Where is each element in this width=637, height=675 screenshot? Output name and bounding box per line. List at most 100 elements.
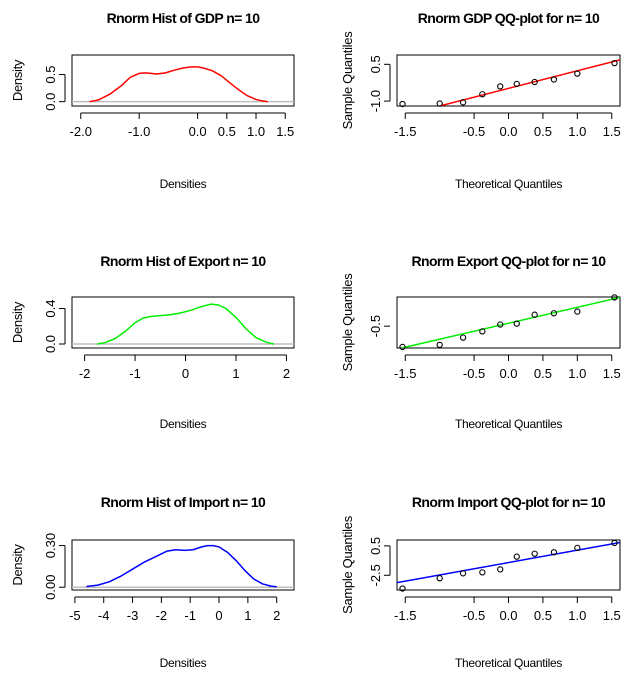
import-qq-data-point (513, 553, 520, 560)
import-qq-x-tick-label: -1.5 (394, 608, 416, 623)
gdp-qq-data-point (550, 76, 558, 83)
import-hist-plot-frame (71, 539, 295, 591)
import-qq-x-tick-label: 0.5 (534, 608, 552, 623)
export-qq-x-tick-label: -1.5 (394, 366, 416, 381)
import-qq-qq-line (397, 541, 620, 584)
export-qq-data-point (550, 310, 558, 317)
export-qq-data-point (497, 321, 504, 328)
gdp-qq-data-point (513, 80, 520, 88)
gdp-qq-x-tick-label: 0.5 (534, 124, 552, 139)
import-hist-x-tick-label: -3 (127, 608, 139, 623)
import-hist-y-tick-label: 0.00 (43, 575, 58, 600)
import-hist-x-tick-label: 0 (215, 608, 222, 623)
export-qq-x-tick-label: 0.0 (499, 366, 517, 381)
export-qq-data-point (574, 308, 581, 315)
gdp-qq-x-label: Theoretical Quantiles (455, 177, 562, 191)
gdp-qq-x-tick-label: -0.5 (463, 124, 485, 139)
gdp-qq-data-point (611, 59, 618, 67)
export-qq-x-tick-label: -0.5 (463, 366, 485, 381)
import-qq-x-tick-label: -0.5 (463, 608, 485, 623)
export-qq-data-point (479, 328, 486, 335)
import-qq-x-label: Theoretical Quantiles (455, 656, 562, 670)
gdp-hist-x-tick-label: -1.0 (128, 124, 150, 139)
export-qq-plot-frame (396, 296, 621, 349)
import-qq-data-point (550, 549, 558, 556)
import-qq-data-point (611, 539, 618, 547)
gdp-qq-x-tick-label: -1.5 (394, 124, 416, 139)
import-qq-data-point (497, 566, 504, 573)
gdp-qq-y-tick-label: -1.0 (368, 90, 383, 112)
gdp-qq-x-tick-label: 1.0 (568, 124, 586, 139)
import-qq-x-tick-label: 0.0 (499, 608, 517, 623)
import-qq-data-point (574, 544, 581, 551)
import-qq-title: Rnorm Import QQ-plot for n= 10 (412, 494, 606, 510)
export-hist-y-tick-label: 0.4 (43, 299, 58, 317)
export-hist-density-curve (97, 303, 274, 345)
import-hist-x-tick-label: 2 (273, 608, 280, 623)
export-hist-x-tick-label: -2 (79, 366, 91, 381)
import-qq-data-point (399, 585, 406, 592)
gdp-qq-data-point (574, 70, 581, 77)
gdp-qq-y-tick-label: 0.5 (368, 55, 383, 73)
export-qq-data-point (611, 294, 618, 301)
gdp-hist-y-tick-label: 0.5 (43, 65, 58, 83)
import-hist-x-tick-label: -2 (156, 608, 168, 623)
export-hist-title: Rnorm Hist of Export n= 10 (100, 253, 266, 269)
gdp-hist-title: Rnorm Hist of GDP n= 10 (107, 10, 261, 26)
gdp-qq-plot-frame (396, 54, 621, 107)
import-qq-y-tick-label: 0.5 (368, 537, 383, 555)
import-qq-data-point (459, 570, 467, 577)
gdp-qq-y-label: Sample Quantiles (340, 31, 355, 130)
gdp-qq-data-point (399, 100, 406, 108)
export-hist-x-tick-label: 2 (283, 366, 290, 381)
import-hist-density-curve (86, 544, 277, 588)
export-qq-data-point (399, 343, 406, 351)
export-hist-x-tick-label: 0 (182, 366, 189, 381)
export-hist-y-label: Density (10, 301, 25, 343)
gdp-hist-x-tick-label: 0.5 (218, 124, 236, 139)
gdp-qq-data-point (436, 100, 443, 107)
import-qq-data-point (479, 569, 486, 576)
import-qq-plot-frame (396, 539, 621, 591)
import-qq-x-tick-label: 1.0 (568, 608, 586, 623)
gdp-hist-y-label: Density (10, 59, 25, 101)
import-hist-x-tick-label: -1 (184, 608, 196, 623)
gdp-hist-x-tick-label: -2.0 (70, 124, 92, 139)
export-hist-y-tick-label: 0.0 (43, 335, 58, 353)
export-qq-data-point (531, 311, 538, 318)
gdp-hist-x-tick-label: 0.0 (189, 124, 207, 139)
import-hist-x-tick-label: -5 (69, 608, 81, 623)
export-qq-title: Rnorm Export QQ-plot for n= 10 (412, 253, 607, 269)
gdp-qq-x-tick-label: 1.5 (603, 124, 621, 139)
gdp-hist-x-tick-label: 1.0 (247, 124, 265, 139)
export-qq-data-point (436, 341, 443, 349)
gdp-hist-y-tick-label: 0.0 (43, 93, 58, 111)
gdp-qq-qq-line (439, 59, 620, 106)
import-hist-x-tick-label: -4 (98, 608, 110, 623)
export-qq-x-tick-label: 0.5 (534, 366, 552, 381)
gdp-qq-title: Rnorm GDP QQ-plot for n= 10 (418, 10, 600, 26)
export-hist-x-label: Densities (160, 417, 207, 431)
import-hist-x-label: Densities (160, 656, 207, 670)
import-hist-title: Rnorm Hist of Import n= 10 (101, 494, 266, 510)
export-hist-plot-frame (71, 296, 295, 349)
export-qq-qq-line (401, 297, 620, 348)
import-qq-x-tick-label: 1.5 (603, 608, 621, 623)
import-qq-y-tick-label: -2.5 (368, 564, 383, 586)
import-qq-data-point (436, 575, 443, 582)
gdp-hist-plot-frame (71, 54, 295, 107)
import-hist-y-tick-label: 0.30 (43, 533, 58, 558)
gdp-qq-data-point (531, 78, 538, 86)
import-qq-y-label: Sample Quantiles (340, 515, 355, 614)
import-qq-data-point (531, 550, 538, 557)
export-qq-y-tick-label: -0.5 (368, 315, 383, 337)
import-hist-x-tick-label: 1 (244, 608, 251, 623)
gdp-qq-data-point (459, 99, 467, 106)
gdp-qq-x-tick-label: 0.0 (499, 124, 517, 139)
export-qq-x-tick-label: 1.5 (603, 366, 621, 381)
export-hist-x-tick-label: 1 (232, 366, 239, 381)
export-qq-y-label: Sample Quantiles (340, 273, 355, 372)
export-qq-data-point (513, 320, 520, 327)
gdp-qq-data-point (479, 91, 486, 98)
